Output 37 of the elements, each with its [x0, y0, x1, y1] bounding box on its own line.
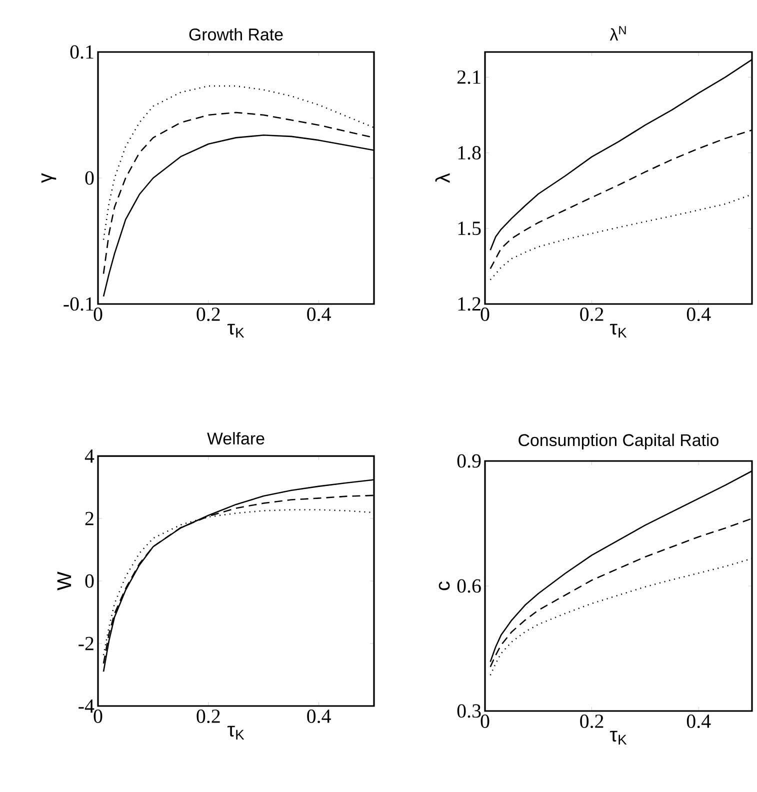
x-axis-title: τ$_{K}$ [227, 726, 244, 740]
y-tick-label: -2 [78, 636, 94, 650]
y-axis-title: W [57, 572, 72, 590]
x-axis-title: τ$_{K}$ [227, 324, 244, 338]
y-tick-label: 0.1 [70, 45, 94, 59]
x-tick-label: 0 [480, 714, 490, 728]
x-tick-label: 0.2 [580, 308, 604, 322]
y-tick-label: 0 [85, 171, 94, 185]
y-tick-label: 0.3 [457, 704, 481, 718]
y-tick-label: 1.2 [458, 297, 480, 311]
y-tick-label: 0 [85, 574, 94, 588]
x-tick-label: 0.4 [307, 308, 331, 322]
y-axis-title: γ [41, 173, 56, 183]
y-tick-label: 4 [84, 449, 94, 463]
y-tick-label: 2.1 [457, 70, 480, 84]
x-axis-title: τ$_{K}$ [610, 730, 627, 745]
y-axis-title: c [438, 582, 450, 590]
chart-title: Consumption Capital Ratio [518, 434, 718, 450]
chart-title: Welfare [207, 432, 264, 445]
x-axis-title: τ$_{K}$ [610, 324, 627, 338]
x-tick-label: 0.2 [196, 710, 220, 724]
y-tick-label: -4 [78, 699, 94, 713]
y-tick-label: 0.6 [457, 579, 481, 593]
y-tick-label: 0.9 [457, 454, 481, 468]
y-tick-label: 1.5 [458, 222, 481, 236]
y-tick-label: -0.1 [64, 297, 94, 311]
y-tick-label: 1.8 [458, 146, 481, 160]
chart-title: Growth Rate [189, 28, 283, 41]
x-tick-label: 0.4 [686, 714, 711, 728]
x-tick-label: 0.2 [196, 308, 220, 322]
x-tick-label: 0.2 [580, 714, 604, 728]
x-tick-label: 0 [480, 308, 490, 321]
x-tick-label: 0.4 [307, 710, 331, 724]
y-axis-title: λ [435, 173, 450, 183]
chart-title: λ$^{N}$ [610, 26, 626, 41]
y-tick-label: 2 [85, 512, 94, 526]
x-tick-label: 0.4 [686, 308, 711, 322]
